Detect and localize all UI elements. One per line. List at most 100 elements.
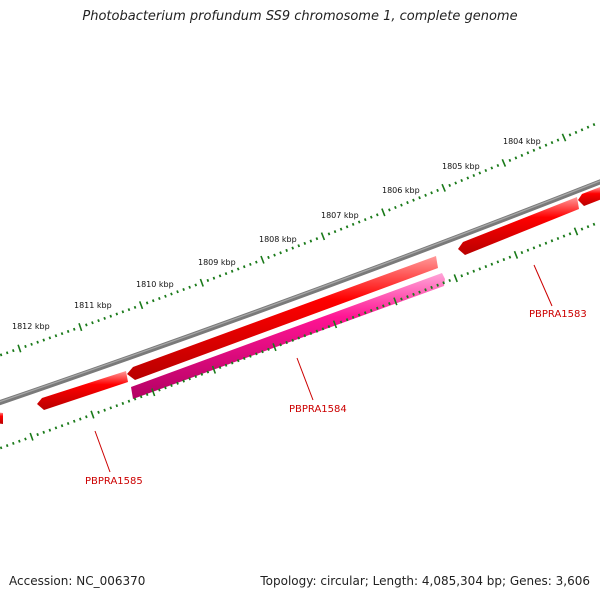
- outer-scale-minor-tick: [206, 278, 210, 283]
- outer-scale-minor-tick: [97, 319, 100, 323]
- outer-scale-minor-tick: [375, 213, 379, 217]
- outer-scale-minor-tick: [544, 143, 548, 147]
- inner-scale-major-tick: [393, 297, 398, 306]
- inner-scale-minor-tick: [526, 248, 530, 252]
- outer-scale-minor-tick: [218, 274, 222, 278]
- outer-scale-minor-tick: [514, 156, 518, 160]
- outer-scale-minor-tick: [315, 237, 319, 241]
- inner-scale-major-tick: [29, 432, 34, 441]
- inner-scale-minor-tick: [5, 444, 9, 448]
- gene-arrow-forward-partial-right[interactable]: [578, 187, 600, 206]
- outer-scale-minor-tick: [158, 296, 161, 301]
- inner-scale-minor-tick: [400, 297, 403, 301]
- outer-scale-minor-tick: [363, 218, 367, 222]
- inner-scale-minor-tick: [291, 338, 295, 342]
- inner-scale-minor-tick: [466, 271, 470, 276]
- inner-scale-minor-tick: [85, 415, 88, 419]
- outer-scale-minor-tick: [133, 305, 137, 309]
- outer-scale-minor-tick: [66, 329, 70, 334]
- tick-label-1810: 1810 kbp: [136, 280, 174, 289]
- outer-scale-minor-tick: [230, 269, 234, 273]
- gene-label-PBPRA1583[interactable]: PBPRA1583: [529, 309, 587, 320]
- inner-scale-minor-tick: [218, 365, 222, 370]
- outer-scale-minor-tick: [339, 227, 343, 231]
- outer-scale-minor-tick: [369, 215, 373, 219]
- inner-scale-minor-tick: [382, 304, 385, 308]
- inner-scale-minor-tick: [103, 408, 106, 412]
- gene-arrow-PBPRA1584[interactable]: [131, 273, 445, 399]
- inner-scale-minor-tick: [279, 343, 282, 347]
- outer-scale-minor-tick: [85, 323, 88, 327]
- inner-scale-major-tick: [332, 320, 338, 329]
- inner-scale-minor-tick: [158, 388, 161, 392]
- accession-text: Accession: NC_006370: [9, 574, 146, 588]
- tick-label-1806: 1806 kbp: [382, 186, 420, 195]
- gene-arrow-forward-large[interactable]: [127, 256, 438, 380]
- inner-scale-minor-tick: [54, 426, 58, 430]
- gene-arrow-forward-partial-left[interactable]: [0, 412, 3, 424]
- leader-line-PBPRA1585: [94, 430, 111, 473]
- inner-scale-minor-tick: [508, 255, 512, 259]
- gene-label-PBPRA1585[interactable]: PBPRA1585: [85, 476, 143, 487]
- inner-scale-minor-tick: [66, 421, 70, 426]
- outer-scale-minor-tick: [182, 287, 185, 292]
- inner-scale-minor-tick: [297, 336, 301, 340]
- gene-arrow-PBPRA1585[interactable]: [37, 371, 128, 410]
- inner-scale-minor-tick: [188, 377, 191, 381]
- inner-scale-minor-tick: [261, 350, 264, 354]
- outer-scale-major-tick: [138, 301, 144, 310]
- outer-scale-minor-tick: [592, 123, 596, 127]
- outer-scale-minor-tick: [550, 141, 554, 145]
- inner-scale-minor-tick: [478, 267, 482, 271]
- inner-scale-minor-tick: [472, 269, 476, 273]
- outer-scale-minor-tick: [188, 285, 191, 289]
- outer-scale-major-tick: [501, 158, 507, 167]
- tick-label-1809: 1809 kbp: [198, 258, 236, 267]
- outer-scale-minor-tick: [30, 342, 33, 346]
- inner-scale-minor-tick: [484, 264, 488, 269]
- inner-scale-minor-tick: [206, 370, 210, 374]
- inner-scale-minor-tick: [376, 306, 379, 310]
- reverse-gene-track: [131, 273, 445, 399]
- outer-scale-major-tick: [260, 255, 265, 264]
- inner-scale-track: [0, 222, 596, 450]
- outer-scale-minor-tick: [436, 188, 439, 192]
- inner-scale-minor-tick: [121, 401, 125, 406]
- inner-scale-minor-tick: [327, 325, 331, 329]
- outer-scale-minor-tick: [520, 153, 524, 157]
- leader-line-PBPRA1583: [533, 264, 553, 307]
- chromosome-backbone-highlight: [0, 180, 600, 403]
- inner-scale-minor-tick: [369, 308, 373, 313]
- outer-scale-minor-tick: [151, 299, 155, 303]
- inner-scale-minor-tick: [544, 241, 548, 245]
- inner-scale-minor-tick: [0, 446, 3, 450]
- inner-scale-major-tick: [211, 365, 217, 374]
- inner-scale-minor-tick: [97, 410, 100, 414]
- outer-scale-minor-tick: [279, 251, 282, 255]
- inner-scale-minor-tick: [496, 260, 500, 264]
- outer-scale-minor-tick: [291, 246, 295, 250]
- outer-scale-major-tick: [320, 232, 326, 241]
- inner-scale-minor-tick: [442, 281, 445, 285]
- outer-scale-minor-tick: [164, 294, 167, 298]
- outer-scale-minor-tick: [309, 239, 313, 243]
- outer-scale-minor-tick: [54, 334, 58, 338]
- inner-scale-minor-tick: [170, 383, 173, 388]
- gene-label-PBPRA1584[interactable]: PBPRA1584: [289, 404, 347, 415]
- inner-scale-minor-tick: [285, 340, 288, 345]
- outer-scale-minor-tick: [478, 171, 482, 175]
- outer-scale-minor-tick: [121, 310, 125, 314]
- inner-scale-minor-tick: [72, 419, 76, 423]
- inner-scale-minor-tick: [418, 290, 421, 294]
- inner-scale-minor-tick: [48, 428, 52, 432]
- tick-label-1805: 1805 kbp: [442, 162, 480, 171]
- outer-scale-major-tick: [78, 323, 83, 332]
- outer-scale-minor-tick: [460, 178, 464, 183]
- outer-scale-minor-tick: [36, 340, 39, 344]
- inner-scale-major-tick: [90, 410, 95, 419]
- inner-scale-major-tick: [453, 274, 458, 283]
- outer-scale-minor-tick: [526, 151, 530, 155]
- inner-scale-minor-tick: [351, 315, 355, 319]
- inner-scale-minor-tick: [42, 430, 46, 434]
- gene-arrow-PBPRA1583[interactable]: [458, 197, 579, 255]
